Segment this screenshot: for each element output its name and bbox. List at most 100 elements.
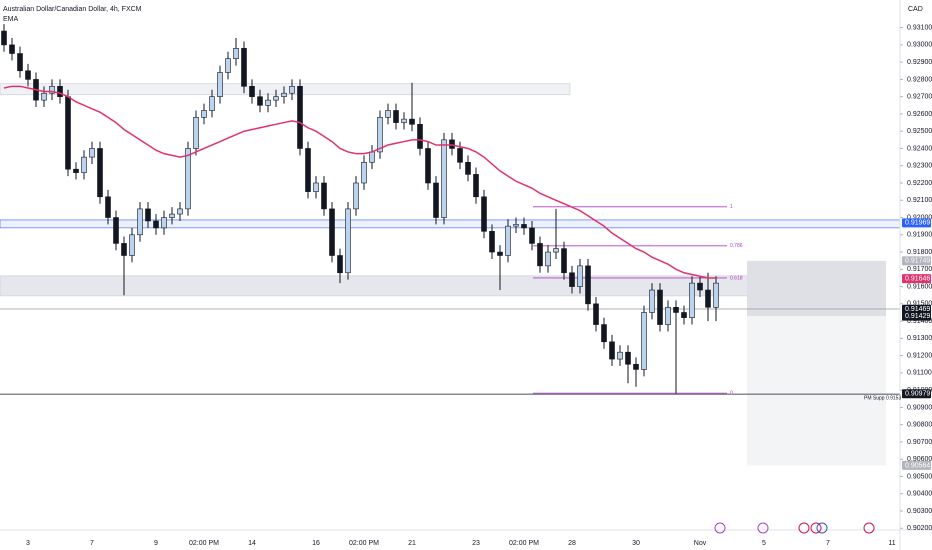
candle-body: [113, 217, 119, 244]
candle-body: [561, 248, 567, 274]
candle-body: [409, 118, 415, 125]
candle-body: [465, 161, 471, 175]
x-tick-label: 28: [568, 540, 576, 547]
candle-body: [433, 182, 439, 218]
candle-body: [305, 148, 311, 192]
price-label: 0.90979: [905, 391, 930, 398]
candle-body: [625, 351, 631, 365]
candle-body: [209, 96, 215, 111]
candle-body: [289, 86, 295, 94]
candle-body: [697, 282, 703, 291]
candle-body: [17, 53, 23, 72]
price-label: 0.91749: [905, 258, 930, 265]
price-label: 0.91969: [905, 220, 930, 227]
y-tick-label: 0.91700: [907, 266, 932, 273]
candle-body: [425, 148, 431, 184]
candle-body: [73, 168, 79, 173]
candle-body: [545, 251, 551, 267]
price-label-bg: [902, 304, 931, 314]
candle-body: [353, 182, 359, 210]
candle-body: [225, 58, 231, 73]
candle-body: [609, 341, 615, 360]
candle-body: [105, 196, 111, 218]
candle-body: [369, 151, 375, 163]
event-icon[interactable]: [810, 522, 822, 534]
background: [0, 83, 901, 466]
x-tick-label: 16: [312, 540, 320, 547]
x-tick-label: 02:00 PM: [349, 540, 379, 547]
candle-body: [713, 282, 719, 308]
y-tick-label: 0.90500: [907, 473, 932, 480]
candle-body: [41, 92, 47, 101]
event-icons: [714, 522, 875, 534]
candle-body: [129, 234, 135, 256]
event-icon[interactable]: [863, 522, 875, 534]
price-label: 0.90564: [905, 462, 930, 469]
candle-body: [241, 48, 247, 87]
candle-body: [193, 117, 199, 149]
currency: CAD: [908, 6, 923, 13]
candle-body: [265, 99, 271, 106]
y-tick-label: 0.91800: [907, 249, 932, 256]
event-icon[interactable]: [757, 522, 769, 534]
x-tick-label: 5: [762, 540, 766, 547]
candle-body: [81, 156, 87, 173]
candle-body: [649, 289, 655, 313]
candle-body: [177, 208, 183, 215]
x-tick-label: 23: [472, 540, 480, 547]
price-label: 0.91469: [905, 306, 930, 313]
y-tick-label: 0.90300: [907, 508, 932, 515]
candle-body: [97, 148, 103, 198]
price-label: 0.91429: [905, 313, 930, 320]
y-tick-label: 0.92100: [907, 197, 932, 204]
candle-body: [505, 225, 511, 256]
price-label-bg: [902, 389, 931, 399]
x-tick-label: 3: [26, 540, 30, 547]
candle-body: [417, 123, 423, 149]
candle-body: [377, 117, 383, 153]
indicator-label: EMA: [3, 16, 19, 23]
candle-body: [633, 363, 639, 370]
x-tick-label: 02:00 PM: [189, 540, 219, 547]
candle-body: [401, 118, 407, 123]
price-label-bg: [902, 256, 931, 266]
y-tick-label: 0.92000: [907, 214, 932, 221]
price-label-bg: [902, 218, 931, 228]
fib-label: 0.786: [730, 243, 743, 249]
y-tick-label: 0.90800: [907, 422, 932, 429]
candle-body: [257, 96, 263, 106]
candle-body: [569, 272, 575, 287]
candle-body: [313, 182, 319, 192]
event-icon[interactable]: [816, 522, 828, 534]
price-label-bg: [902, 311, 931, 321]
candle-body: [529, 227, 535, 244]
candle-body: [249, 86, 255, 97]
y-tick-label: 0.90400: [907, 491, 932, 498]
candle-body: [441, 139, 447, 218]
candle-body: [665, 306, 671, 325]
x-tick-label: 21: [408, 540, 416, 547]
event-icon[interactable]: [798, 522, 810, 534]
x-tick-label: 7: [826, 540, 830, 547]
y-tick-label: 0.91100: [907, 370, 932, 377]
y-tick-label: 0.91400: [907, 318, 932, 325]
price-label: 0.91646: [905, 275, 930, 282]
candle-body: [705, 289, 711, 308]
y-tick-label: 0.92800: [907, 76, 932, 83]
candle-body: [89, 148, 95, 158]
x-tick-label: 9: [154, 540, 158, 547]
candle-body: [513, 224, 519, 227]
y-tick-label: 0.91300: [907, 335, 932, 342]
y-tick-label: 0.91600: [907, 283, 932, 290]
candle-body: [393, 110, 399, 123]
x-tick-label: Nov: [694, 540, 707, 547]
candle-body: [577, 265, 583, 287]
candle-body: [537, 243, 543, 267]
candle-body: [153, 220, 159, 229]
y-tick-label: 0.91200: [907, 352, 932, 359]
event-icon[interactable]: [714, 522, 726, 534]
candle-body: [681, 312, 687, 318]
candle-body: [321, 182, 327, 210]
candle-body: [281, 92, 287, 97]
